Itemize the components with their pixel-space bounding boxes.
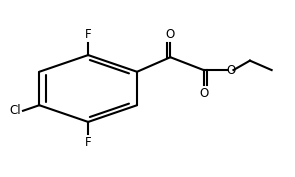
Text: O: O bbox=[166, 28, 175, 41]
Text: O: O bbox=[199, 87, 208, 100]
Text: O: O bbox=[226, 64, 235, 77]
Text: Cl: Cl bbox=[9, 104, 21, 117]
Text: F: F bbox=[85, 136, 91, 149]
Text: F: F bbox=[85, 28, 91, 41]
